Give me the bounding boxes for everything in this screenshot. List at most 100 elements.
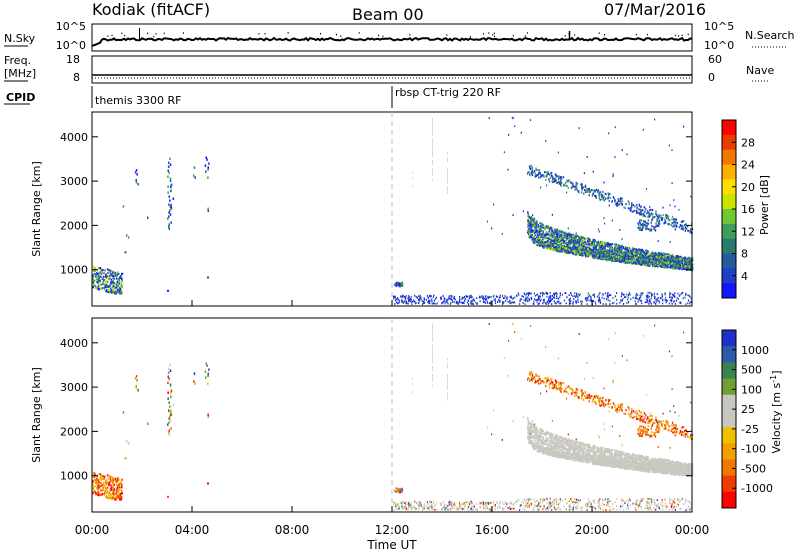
power-cell — [629, 247, 631, 249]
power-cell — [136, 173, 138, 176]
power-cell — [600, 245, 602, 248]
power-cell — [117, 290, 119, 293]
power-cell — [465, 295, 467, 297]
power-cell — [560, 184, 562, 187]
power-cell — [555, 246, 558, 249]
power-cell — [542, 292, 544, 294]
power-cell — [598, 197, 600, 200]
power-cell — [522, 302, 524, 304]
power-cell — [565, 247, 568, 250]
power-cell — [598, 193, 600, 196]
power-cell — [114, 292, 116, 295]
power-cell — [649, 256, 651, 258]
power-cell — [207, 166, 209, 169]
power-cell — [579, 235, 581, 238]
power-cell — [550, 232, 553, 234]
power-cell — [552, 239, 554, 242]
power-cell — [686, 265, 688, 268]
power-cell — [557, 297, 559, 300]
power-cell — [658, 262, 660, 265]
power-cell — [621, 256, 623, 259]
power-cell — [470, 294, 472, 297]
power-cell — [665, 215, 667, 218]
power-cell — [514, 296, 516, 299]
power-cell — [536, 222, 538, 225]
power-cell — [607, 242, 609, 244]
power-cell — [530, 296, 532, 299]
power-cell — [99, 271, 102, 274]
power-cell — [537, 303, 539, 305]
power-cell — [612, 254, 614, 257]
power-cell — [677, 255, 679, 257]
power-cell — [530, 225, 532, 228]
power-cell — [590, 244, 592, 247]
power-cell — [447, 160, 448, 163]
power-cell — [650, 293, 653, 296]
power-cell — [552, 231, 554, 234]
power-cell — [651, 261, 653, 264]
power-cell — [95, 287, 97, 290]
power-cell — [170, 221, 172, 224]
power-cell — [557, 229, 559, 232]
power-cell — [562, 232, 564, 235]
power-cell — [620, 246, 622, 248]
power-cell — [551, 244, 554, 246]
power-cell — [432, 173, 433, 176]
power-cell — [573, 247, 576, 250]
power-cell — [601, 256, 604, 259]
power-cell — [446, 299, 448, 302]
power-cell — [527, 233, 530, 235]
power-cell — [555, 230, 557, 233]
power-cell — [634, 262, 637, 265]
power-cell — [557, 246, 559, 249]
power-cell — [108, 276, 110, 279]
power-cell — [562, 238, 564, 240]
power-cell — [621, 249, 623, 252]
power-cell — [613, 260, 615, 263]
power-cell — [658, 258, 660, 261]
power-cell — [106, 280, 109, 283]
power-cell — [102, 269, 104, 271]
power-cell — [539, 292, 541, 295]
power-cell — [597, 299, 599, 301]
power-cell — [646, 256, 649, 259]
power-cell — [619, 258, 621, 260]
power-cell — [556, 231, 558, 233]
power-cell — [572, 236, 574, 239]
power-cell — [573, 185, 576, 188]
power-cell — [688, 256, 690, 259]
power-cell — [689, 231, 691, 234]
power-cell — [666, 259, 668, 262]
power-cell — [105, 284, 107, 286]
power-cell — [678, 263, 680, 266]
power-cell — [401, 298, 403, 301]
power-cell — [617, 246, 619, 249]
power-cell — [607, 295, 610, 298]
power-cell — [546, 291, 548, 294]
power-cell — [538, 236, 540, 239]
power-cell — [642, 251, 644, 253]
power-cell — [576, 246, 579, 249]
power-cell — [622, 256, 624, 259]
nsearch-tick-top: 10^5 — [704, 20, 734, 33]
power-cell — [569, 239, 571, 242]
power-cell — [653, 263, 656, 265]
power-cell — [661, 260, 663, 262]
power-cell — [550, 299, 552, 301]
power-cell — [414, 300, 416, 303]
power-cell — [549, 238, 551, 241]
power-cell — [683, 266, 685, 268]
power-cell — [675, 266, 678, 268]
power-cell — [416, 296, 418, 299]
power-cell — [561, 246, 564, 249]
nsky-spike — [493, 32, 495, 34]
power-cell — [623, 303, 625, 305]
power-cell — [484, 297, 486, 300]
power-cell — [115, 292, 117, 295]
power-cell — [623, 293, 625, 296]
power-cell — [662, 302, 664, 305]
power-cell — [655, 258, 657, 261]
power-cell — [110, 290, 112, 293]
power-cell — [482, 298, 484, 301]
power-cell — [576, 294, 578, 297]
